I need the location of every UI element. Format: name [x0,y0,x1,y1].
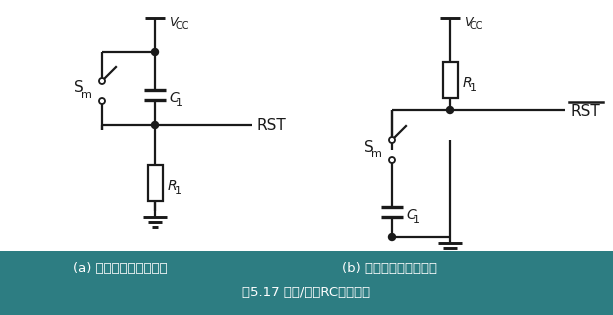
Text: CC: CC [175,21,189,31]
Circle shape [446,106,454,113]
Text: 1: 1 [413,215,420,225]
Text: 1: 1 [176,98,183,108]
Text: 图5.17 手动/上电RC复位电路: 图5.17 手动/上电RC复位电路 [242,287,371,300]
Circle shape [389,233,395,240]
Text: C: C [406,208,416,222]
Circle shape [151,49,159,55]
Bar [148,165,162,201]
Text: R: R [168,179,178,193]
Bar [0,251,613,315]
Text: S: S [74,81,84,95]
Text: CC: CC [470,21,484,31]
Text: S: S [364,140,374,154]
Circle shape [389,137,395,143]
Text: RST: RST [570,104,600,118]
Text: C: C [169,91,179,105]
Text: m: m [371,149,382,159]
Text: (b) 手动低电平复位电路: (b) 手动低电平复位电路 [343,262,438,276]
Text: V: V [464,16,473,30]
Circle shape [389,157,395,163]
Circle shape [151,122,159,129]
Text: R: R [463,76,473,90]
Text: V: V [169,16,178,30]
Circle shape [99,78,105,84]
Bar [443,62,457,98]
Text: RST: RST [256,118,286,134]
Text: (a) 手动高电平复位电路: (a) 手动高电平复位电路 [73,262,167,276]
Text: m: m [81,90,92,100]
Text: 1: 1 [175,186,182,196]
Circle shape [99,98,105,104]
Text: 1: 1 [470,83,477,93]
